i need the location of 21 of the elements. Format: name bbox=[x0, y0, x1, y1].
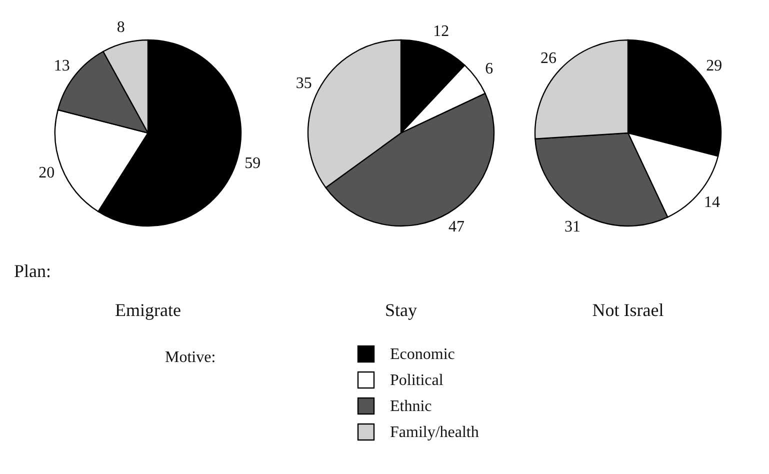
text: Emigrate bbox=[115, 300, 181, 320]
data-label: 20 bbox=[38, 164, 55, 182]
data-label: 14 bbox=[704, 194, 720, 211]
data-label: 35 bbox=[296, 75, 312, 92]
legend-label: Economic bbox=[390, 346, 455, 363]
legend-label: Family/health bbox=[390, 424, 479, 441]
data-label: 29 bbox=[706, 58, 722, 75]
data-label: 59 bbox=[244, 154, 261, 172]
legend-title: Motive: bbox=[165, 349, 216, 366]
text: Plan: bbox=[14, 261, 52, 281]
text: Not Israel bbox=[592, 300, 664, 320]
data-label: 6 bbox=[485, 60, 494, 78]
data-label: 47 bbox=[448, 218, 464, 236]
text: Stay bbox=[384, 300, 418, 320]
data-label: 13 bbox=[54, 58, 70, 75]
data-label: 8 bbox=[116, 18, 125, 36]
data-label: 31 bbox=[564, 218, 581, 236]
data-label: 26 bbox=[540, 50, 557, 67]
data-label: 12 bbox=[433, 23, 450, 40]
legend-label: Ethnic bbox=[390, 398, 432, 415]
legend-label: Political bbox=[390, 372, 444, 389]
